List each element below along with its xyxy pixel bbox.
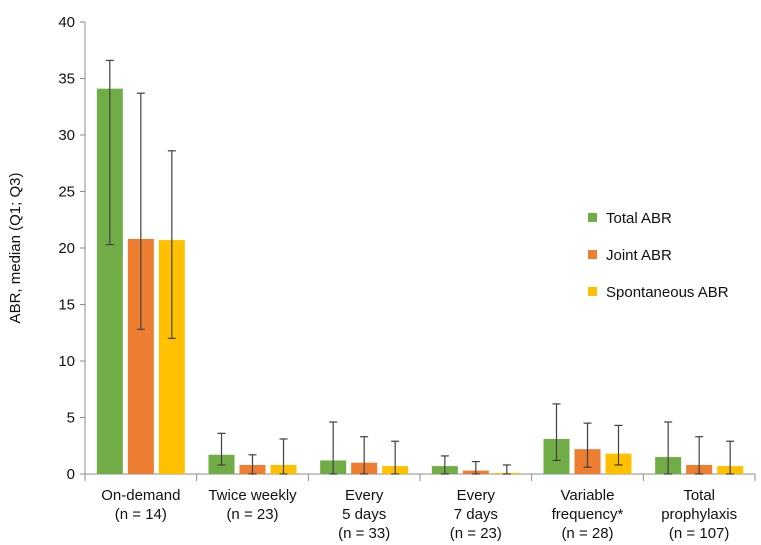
y-axis: 0 5 10 15 20 25 30 35 40 bbox=[58, 14, 86, 483]
x-category-label-line: Twice weekly bbox=[208, 487, 297, 504]
y-tick-label: 30 bbox=[58, 127, 75, 144]
x-category-label: On-demand (n = 14) bbox=[101, 487, 180, 523]
error-bar-group bbox=[105, 59, 735, 475]
x-category-label-line: Every bbox=[457, 487, 496, 504]
x-category-label-line: (n = 33) bbox=[338, 525, 390, 542]
legend-label: Spontaneous ABR bbox=[606, 284, 729, 301]
x-category-label-line: Total bbox=[683, 487, 715, 504]
x-category-label-line: frequency* bbox=[552, 506, 624, 523]
y-tick-label: 35 bbox=[58, 71, 75, 88]
y-tick-label: 15 bbox=[58, 297, 75, 314]
x-category-label: Twice weekly (n = 23) bbox=[208, 487, 297, 523]
y-axis-title: ABR, median (Q1; Q3) bbox=[7, 173, 24, 324]
y-tick-label: 20 bbox=[58, 240, 75, 257]
x-category-label-line: 5 days bbox=[342, 506, 386, 523]
legend: Total ABR Joint ABR Spontaneous ABR bbox=[588, 210, 729, 301]
x-category-label-line: (n = 28) bbox=[561, 525, 613, 542]
x-category-label-line: (n = 14) bbox=[115, 506, 167, 523]
legend-swatch bbox=[588, 213, 597, 222]
legend-label: Total ABR bbox=[606, 210, 672, 227]
x-category-label: Total prophylaxis (n = 107) bbox=[661, 487, 737, 542]
x-category-label-line: (n = 23) bbox=[226, 506, 278, 523]
legend-swatch bbox=[588, 287, 597, 296]
x-category-label-line: prophylaxis bbox=[661, 506, 737, 523]
x-category-label-line: (n = 23) bbox=[450, 525, 502, 542]
x-category-label: Every 5 days (n = 33) bbox=[338, 487, 390, 542]
legend-label: Joint ABR bbox=[606, 247, 672, 264]
x-category-label-line: Variable bbox=[561, 487, 615, 504]
y-tick-label: 25 bbox=[58, 184, 75, 201]
y-tick-label: 5 bbox=[67, 410, 75, 427]
bar-series-group bbox=[96, 88, 744, 475]
y-tick-label: 40 bbox=[58, 14, 75, 31]
x-category-label-line: Every bbox=[345, 487, 384, 504]
x-category-label: Variable frequency* (n = 28) bbox=[552, 487, 624, 542]
y-tick-label: 0 bbox=[67, 466, 75, 483]
x-category-label: Every 7 days (n = 23) bbox=[450, 487, 502, 542]
y-tick-label: 10 bbox=[58, 353, 75, 370]
legend-swatch bbox=[588, 250, 597, 259]
x-category-label-line: 7 days bbox=[454, 506, 498, 523]
x-category-label-line: (n = 107) bbox=[669, 525, 729, 542]
x-category-label-line: On-demand bbox=[101, 487, 180, 504]
x-axis: On-demand (n = 14)Twice weekly (n = 23)Eve… bbox=[84, 473, 756, 542]
